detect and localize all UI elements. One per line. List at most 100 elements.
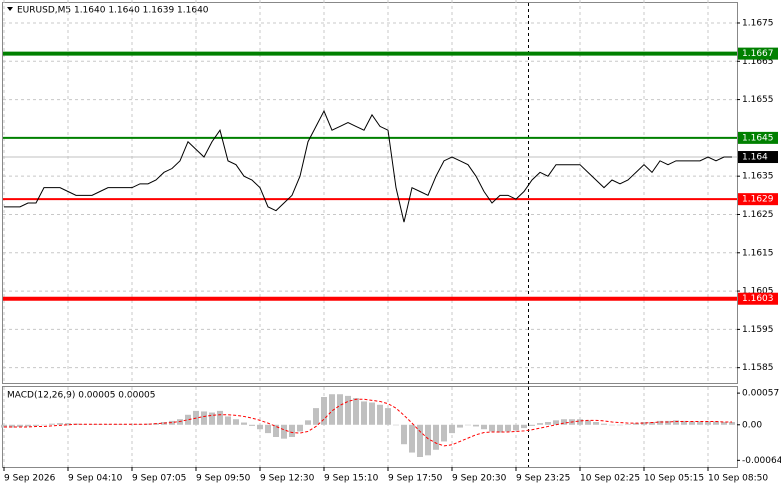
y-tick-label: 1.1625	[742, 210, 774, 220]
x-tick-label: 10 Sep 05:15	[644, 474, 704, 484]
price-panel	[2, 2, 738, 384]
x-tick-label: 9 Sep 04:10	[68, 474, 123, 484]
y-tick-label: 0.00	[742, 420, 762, 430]
price-line	[4, 109, 732, 223]
x-tick-label: 9 Sep 15:10	[324, 474, 379, 484]
macd-bar	[145, 423, 151, 425]
current-price-label: 1.164	[742, 153, 768, 163]
macd-bar	[593, 422, 599, 425]
macd-bar	[537, 423, 543, 425]
macd-bar	[465, 424, 471, 426]
macd-bar	[129, 424, 135, 425]
macd-bar	[265, 424, 271, 434]
macd-bar	[249, 424, 255, 426]
macd-bar	[169, 420, 175, 425]
macd-bar	[273, 424, 279, 437]
level-box	[738, 47, 778, 60]
macd-bar	[201, 411, 207, 425]
macd-bar	[233, 419, 239, 425]
macd-bar	[217, 410, 223, 425]
macd-bar	[713, 421, 719, 425]
macd-bar	[185, 414, 191, 425]
chart-title: EURUSD,M5 1.1640 1.1640 1.1639 1.1640	[17, 6, 209, 16]
macd-bar	[633, 423, 639, 425]
macd-bar	[689, 421, 695, 425]
signal-line	[4, 398, 732, 447]
macd-bar	[657, 420, 663, 425]
macd-bar	[57, 423, 63, 425]
y-tick-label: 1.1615	[742, 248, 774, 258]
x-tick-label: 9 Sep 23:25	[516, 474, 570, 484]
macd-bar	[241, 422, 247, 425]
macd-bar	[641, 422, 647, 425]
macd-bar	[369, 402, 375, 425]
macd-bar	[289, 424, 295, 437]
macd-bar	[441, 424, 447, 442]
x-tick-label: 9 Sep 12:30	[260, 474, 315, 484]
macd-bar	[577, 419, 583, 425]
y-tick-label: 1.1605	[742, 287, 774, 297]
macd-bar	[729, 422, 735, 425]
level-box	[738, 131, 778, 144]
macd-bar	[409, 424, 415, 453]
level-box	[738, 193, 778, 206]
current-price-box	[738, 151, 778, 164]
x-tick-label: 9 Sep 07:05	[132, 474, 186, 484]
macd-bar	[9, 424, 15, 428]
menu-arrow	[7, 7, 13, 11]
macd-bar	[401, 424, 407, 445]
y-tick-label: 0.00057	[742, 389, 779, 399]
macd-bar	[449, 424, 455, 434]
x-tick-label: 10 Sep 08:50	[708, 474, 768, 484]
macd-bar	[225, 416, 231, 425]
macd-bar	[649, 422, 655, 425]
level-label: 1.1603	[742, 294, 774, 304]
macd-bar	[393, 424, 399, 426]
macd-bar	[377, 404, 383, 425]
macd-bar	[697, 421, 703, 425]
macd-bar	[321, 397, 327, 425]
macd-bar	[673, 420, 679, 425]
x-tick-label: 10 Sep 02:25	[580, 474, 640, 484]
x-tick-label: 9 Sep 17:50	[388, 474, 443, 484]
macd-bar	[297, 424, 303, 432]
macd-bar	[41, 424, 47, 426]
macd-bar	[257, 424, 263, 430]
y-tick-label: 1.1635	[742, 172, 774, 182]
macd-bar	[681, 420, 687, 425]
macd-bar	[345, 395, 351, 425]
macd-bar	[489, 424, 495, 432]
macd-bar	[361, 401, 367, 425]
macd-bar	[721, 422, 727, 425]
macd-bar	[25, 424, 31, 427]
macd-bar	[353, 398, 359, 425]
macd-bar	[281, 424, 287, 439]
macd-bar	[521, 424, 527, 429]
macd-bar	[585, 420, 591, 425]
macd-bar	[65, 423, 71, 425]
y-tick-label: 1.1595	[742, 325, 774, 335]
macd-bar	[529, 424, 535, 426]
macd-bar	[481, 424, 487, 430]
macd-bar	[49, 423, 55, 425]
macd-bar	[433, 424, 439, 450]
macd-bar	[505, 424, 511, 432]
x-tick-label: 9 Sep 09:50	[196, 474, 251, 484]
y-tick-label: 1.1655	[742, 95, 774, 105]
y-tick-label: -0.00064	[742, 456, 781, 466]
macd-bar	[417, 424, 423, 457]
level-label: 1.1629	[742, 195, 774, 205]
y-tick-label: 1.1585	[742, 363, 774, 373]
y-tick-label: 1.1675	[742, 18, 774, 28]
level-label: 1.1667	[742, 49, 774, 59]
macd-bar	[305, 420, 311, 425]
macd-bar	[33, 424, 39, 426]
macd-bar	[89, 424, 95, 425]
macd-bar	[625, 424, 631, 425]
macd-bar	[313, 408, 319, 425]
macd-bar	[553, 420, 559, 425]
y-tick-label: 1.1665	[742, 57, 774, 67]
macd-bar	[385, 408, 391, 425]
